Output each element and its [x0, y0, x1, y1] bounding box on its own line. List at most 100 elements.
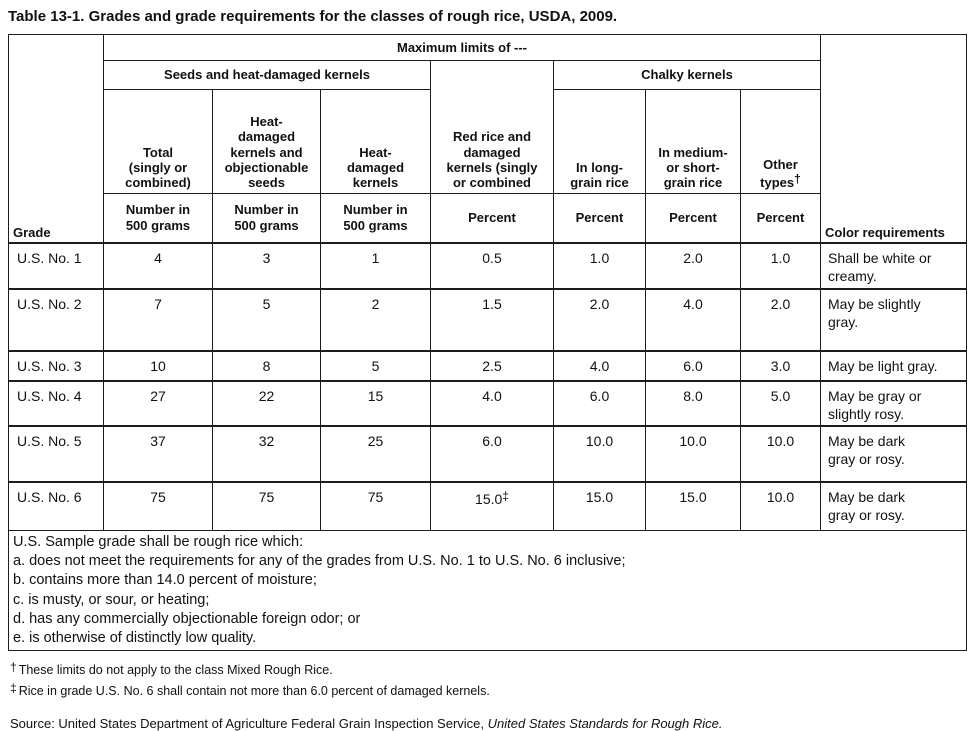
grade-cell: U.S. No. 6: [8, 481, 104, 531]
value-cell: 5: [212, 288, 321, 352]
color-cell: May be light gray.: [820, 350, 967, 382]
heat-damaged-objectionable-column-header: Heat- damaged kernels and objectionable …: [212, 88, 321, 194]
value-cell: 6.0: [553, 380, 646, 427]
sample-grade-line: e. is otherwise of distinctly low qualit…: [13, 630, 257, 647]
footnote: † These limits do not apply to the class …: [10, 659, 966, 679]
value-text: 15.0: [475, 491, 503, 508]
footnote-text: These limits do not apply to the class M…: [18, 663, 333, 678]
sample-grade-section: U.S. Sample grade shall be rough rice wh…: [8, 529, 967, 652]
value-cell: 2.0: [553, 288, 646, 352]
value-cell: 1.0: [740, 242, 821, 290]
grade-cell: U.S. No. 2: [8, 288, 104, 352]
grade-column-header: Grade: [8, 33, 104, 244]
value-cell: 4.0: [553, 350, 646, 382]
value-cell: 4.0: [430, 380, 554, 427]
value-cell: 4.0: [645, 288, 741, 352]
sample-grade-line: d. has any commercially objectionable fo…: [13, 610, 361, 627]
value-cell: 2.0: [740, 288, 821, 352]
table-row: U.S. No. 3 10 8 5 2.5 4.0 6.0 3.0 May be…: [8, 350, 967, 382]
medium-short-grain-column-header: In medium- or short- grain rice: [645, 88, 741, 194]
other-types-column-header: Other types†: [740, 88, 821, 194]
grades-table: Grade Maximum limits of --- Color requir…: [8, 33, 967, 652]
value-cell: 1.0: [553, 242, 646, 290]
sample-grade-line: a. does not meet the requirements for an…: [13, 553, 626, 570]
sample-grade-line: U.S. Sample grade shall be rough rice wh…: [13, 533, 304, 550]
long-grain-column-header: In long- grain rice: [553, 88, 646, 194]
unit-cell: Percent: [645, 192, 741, 244]
unit-cell: Number in 500 grams: [103, 192, 213, 244]
footnotes: † These limits do not apply to the class …: [10, 659, 966, 699]
chalky-group-header: Chalky kernels: [553, 59, 821, 90]
value-cell: 15.0: [645, 481, 741, 531]
source-text: Source: United States Department of Agri…: [10, 715, 488, 731]
value-cell: 10.0: [553, 425, 646, 483]
value-cell: 6.0: [430, 425, 554, 483]
table-title-label: Table 13-1.: [8, 8, 85, 25]
value-cell: 10.0: [645, 425, 741, 483]
color-cell: May be dark gray or rosy.: [820, 425, 967, 483]
unit-cell: Percent: [553, 192, 646, 244]
red-rice-column-header: Red rice and damaged kernels (singly or …: [430, 59, 554, 194]
value-cell: 15.0‡: [430, 481, 554, 531]
value-cell: 37: [103, 425, 213, 483]
value-cell: 5: [320, 350, 431, 382]
value-cell: 2.0: [645, 242, 741, 290]
value-cell: 27: [103, 380, 213, 427]
value-footnote-marker: ‡: [502, 489, 509, 504]
value-cell: 5.0: [740, 380, 821, 427]
sample-grade-line: c. is musty, or sour, or heating;: [13, 591, 210, 608]
source-publication: United States Standards for Rough Rice.: [487, 715, 723, 731]
value-cell: 1.5: [430, 288, 554, 352]
heat-damaged-column-header: Heat- damaged kernels: [320, 88, 431, 194]
value-cell: 10: [103, 350, 213, 382]
footnote: ‡ Rice in grade U.S. No. 6 shall contain …: [10, 680, 966, 700]
color-cell: May be slightly gray.: [820, 288, 967, 352]
table-title: Table 13-1. Grades and grade requirement…: [8, 8, 966, 27]
grade-cell: U.S. No. 4: [8, 380, 104, 427]
value-cell: 15: [320, 380, 431, 427]
table-row: U.S. No. 4 27 22 15 4.0 6.0 8.0 5.0 May …: [8, 380, 967, 427]
other-types-label: Other types: [760, 157, 798, 191]
value-cell: 3: [212, 242, 321, 290]
other-types-footnote-marker: †: [794, 172, 801, 187]
unit-cell: Percent: [740, 192, 821, 244]
value-cell: 75: [320, 481, 431, 531]
grade-cell: U.S. No. 5: [8, 425, 104, 483]
footnote-marker: †: [10, 660, 17, 675]
header-row-max-limits: Grade Maximum limits of --- Color requir…: [8, 33, 967, 244]
table-row: U.S. No. 1 4 3 1 0.5 1.0 2.0 1.0 Shall b…: [8, 242, 967, 290]
table-row: U.S. No. 2 7 5 2 1.5 2.0 4.0 2.0 May be …: [8, 288, 967, 352]
value-cell: 15.0: [553, 481, 646, 531]
value-cell: 8.0: [645, 380, 741, 427]
total-column-header: Total (singly or combined): [103, 88, 213, 194]
color-cell: May be dark gray or rosy.: [820, 481, 967, 531]
table-row: U.S. No. 5 37 32 25 6.0 10.0 10.0 10.0 M…: [8, 425, 967, 483]
table-title-text: Grades and grade requirements for the cl…: [88, 8, 618, 25]
value-cell: 7: [103, 288, 213, 352]
value-cell: 0.5: [430, 242, 554, 290]
value-cell: 22: [212, 380, 321, 427]
max-limits-header: Maximum limits of ---: [103, 33, 821, 61]
source-line: Source: United States Department of Agri…: [10, 716, 966, 731]
value-cell: 3.0: [740, 350, 821, 382]
value-cell: 6.0: [645, 350, 741, 382]
unit-cell: Number in 500 grams: [212, 192, 321, 244]
unit-cell: Number in 500 grams: [320, 192, 431, 244]
value-cell: 10.0: [740, 481, 821, 531]
value-cell: 75: [103, 481, 213, 531]
color-requirements-header: Color requirements: [820, 33, 967, 244]
color-cell: Shall be white or creamy.: [820, 242, 967, 290]
value-cell: 2.5: [430, 350, 554, 382]
sample-grade-line: b. contains more than 14.0 percent of mo…: [13, 572, 317, 589]
value-cell: 4: [103, 242, 213, 290]
value-cell: 32: [212, 425, 321, 483]
value-cell: 1: [320, 242, 431, 290]
color-cell: May be gray or slightly rosy.: [820, 380, 967, 427]
header-row-units: Number in 500 grams Number in 500 grams …: [9, 192, 967, 244]
value-cell: 25: [320, 425, 431, 483]
grade-cell: U.S. No. 1: [8, 242, 104, 290]
table-row: U.S. No. 6 75 75 75 15.0‡ 15.0 15.0 10.0…: [8, 481, 967, 531]
grade-cell: U.S. No. 3: [8, 350, 104, 382]
value-cell: 2: [320, 288, 431, 352]
